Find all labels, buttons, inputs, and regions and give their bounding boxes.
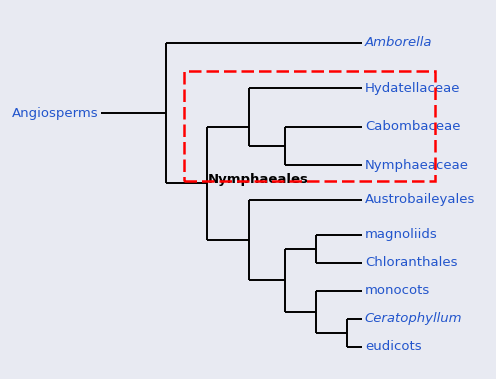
- Text: Cabombaceae: Cabombaceae: [365, 120, 460, 133]
- Text: eudicots: eudicots: [365, 340, 422, 353]
- Text: Chloranthales: Chloranthales: [365, 257, 457, 269]
- Text: Hydatellaceae: Hydatellaceae: [365, 81, 460, 95]
- Text: Angiosperms: Angiosperms: [12, 106, 99, 119]
- Text: magnoliids: magnoliids: [365, 229, 437, 241]
- Text: monocots: monocots: [365, 284, 430, 298]
- Bar: [184, 70, 435, 181]
- Text: Ceratophyllum: Ceratophyllum: [365, 312, 462, 326]
- Text: Amborella: Amborella: [365, 36, 433, 49]
- Text: Nymphaeaceae: Nymphaeaceae: [365, 158, 469, 172]
- Text: Nymphaeales: Nymphaeales: [208, 173, 309, 186]
- Text: Austrobaileyales: Austrobaileyales: [365, 194, 475, 207]
